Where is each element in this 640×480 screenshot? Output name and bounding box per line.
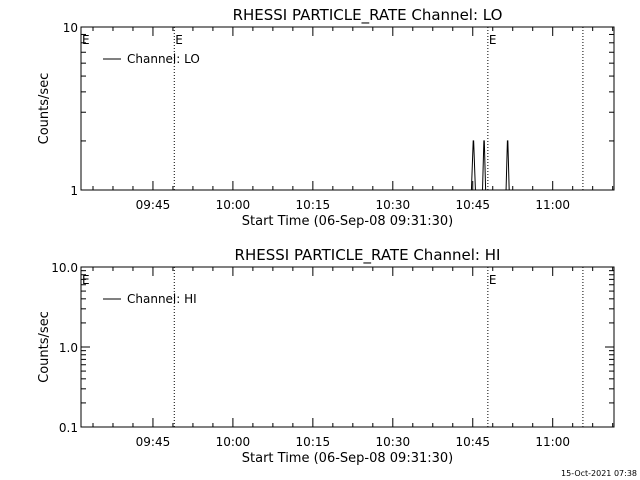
legend-label: Channel: HI <box>127 292 197 306</box>
y-tick-label: 0.1 <box>59 421 78 435</box>
x-axis-label: Start Time (06-Sep-08 09:31:30) <box>242 214 453 229</box>
x-tick-label: 10:15 <box>296 198 331 212</box>
chart-title: RHESSI PARTICLE_RATE Channel: LO <box>233 6 503 25</box>
plot-frame <box>80 26 615 191</box>
y-tick-label: 10 <box>63 21 78 35</box>
y-tick-label: 10.0 <box>51 261 78 275</box>
x-tick-label: 09:45 <box>136 198 171 212</box>
event-label: E <box>489 273 497 287</box>
left-event-marker: E <box>82 273 90 287</box>
x-tick-label: 10:45 <box>455 435 490 449</box>
plot-frame <box>80 266 615 428</box>
y-axis-label: Counts/sec <box>37 73 52 145</box>
x-tick-label: 10:00 <box>216 435 251 449</box>
event-label: E <box>175 33 183 47</box>
legend-label: Channel: LO <box>127 52 200 66</box>
x-tick-label: 10:15 <box>296 435 331 449</box>
x-tick-label: 10:00 <box>216 198 251 212</box>
chart-title: RHESSI PARTICLE_RATE Channel: HI <box>235 246 501 265</box>
x-tick-label: 11:00 <box>535 198 570 212</box>
left-event-marker: E <box>82 33 90 47</box>
x-axis-label: Start Time (06-Sep-08 09:31:30) <box>242 451 453 466</box>
series-line <box>470 140 510 191</box>
x-tick-label: 10:30 <box>376 435 411 449</box>
y-tick-label: 1.0 <box>59 341 78 355</box>
y-axis-label: Counts/sec <box>37 311 52 383</box>
y-tick-label: 1 <box>70 184 78 198</box>
x-tick-label: 10:45 <box>455 198 490 212</box>
x-tick-label: 09:45 <box>136 435 171 449</box>
footer-timestamp: 15-Oct-2021 07:38 <box>561 469 637 478</box>
x-tick-label: 10:30 <box>376 198 411 212</box>
event-label: E <box>489 33 497 47</box>
x-tick-label: 11:00 <box>535 435 570 449</box>
